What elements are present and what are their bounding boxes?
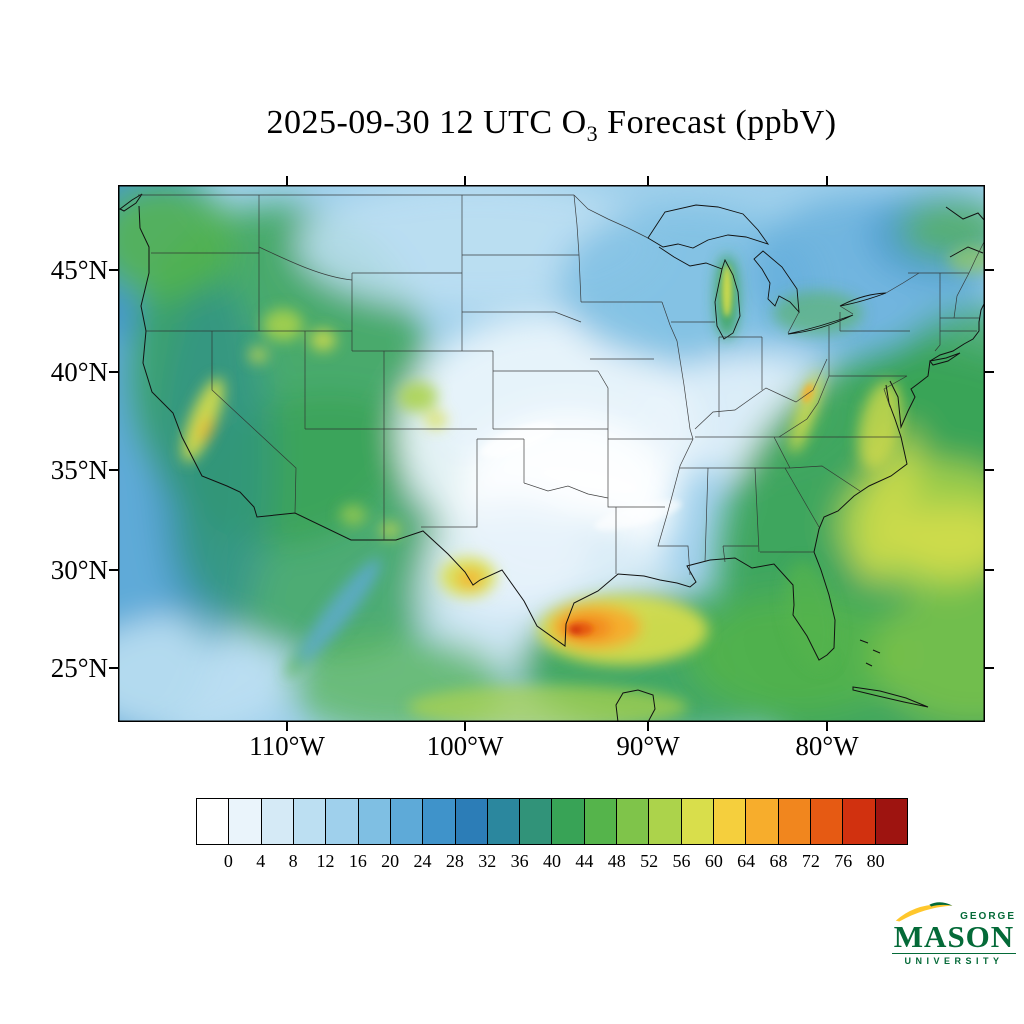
y-axis-tick-label: 30°N: [50, 555, 108, 585]
colorbar-tick-label: 76: [834, 851, 853, 871]
colorbar-color-box: [520, 799, 553, 844]
right-tick-mark: [985, 667, 994, 669]
great-lakes-outline: [647, 204, 887, 340]
colorbar-tick-label: 20: [381, 851, 400, 871]
colorbar-color-box: [326, 799, 359, 844]
colorbar-color-box: [778, 799, 811, 844]
colorbar-tick-label: 32: [478, 851, 497, 871]
left-tick-mark: [109, 371, 118, 373]
state-borders: [138, 194, 985, 576]
colorbar-color-box: [810, 799, 844, 844]
colorbar-tick-label: 72: [801, 851, 820, 871]
right-tick-mark: [985, 469, 994, 471]
left-tick-mark: [109, 469, 118, 471]
top-tick-mark: [647, 176, 649, 185]
colorbar-tick-label: 64: [737, 851, 756, 871]
colorbar-color-box: [197, 799, 230, 844]
colorbar-color-box: [875, 799, 907, 844]
colorbar-tick-label: 44: [575, 851, 594, 871]
bottom-tick-mark: [826, 722, 828, 731]
title-suffix: Forecast (ppbV): [598, 104, 837, 141]
colorbar-tick-label: 36: [510, 851, 529, 871]
left-tick-mark: [109, 569, 118, 571]
x-axis-tick-label: 100°W: [426, 731, 504, 761]
bottom-tick-mark: [286, 722, 288, 731]
x-axis-tick-label: 90°W: [616, 731, 680, 761]
right-tick-mark: [985, 371, 994, 373]
y-axis-tick-label: 40°N: [50, 357, 108, 387]
colorbar-tick-label: 48: [607, 851, 626, 871]
colorbar-color-box: [455, 799, 488, 844]
colorbar-tick-label: 80: [866, 851, 885, 871]
colorbar-tick-label: 0: [223, 851, 233, 871]
colorbar-color-box: [423, 799, 456, 844]
right-tick-mark: [985, 569, 994, 571]
top-tick-mark: [286, 176, 288, 185]
colorbar-tick-label: 68: [769, 851, 788, 871]
y-axis-tick-label: 35°N: [50, 455, 108, 485]
colorbar-tick-label: 8: [288, 851, 298, 871]
colorbar: [196, 798, 908, 845]
colorbar-tick-label: 4: [256, 851, 266, 871]
colorbar-tick-label: 52: [640, 851, 659, 871]
page-title: 2025-09-30 12 UTC O3 Forecast (ppbV): [118, 104, 985, 147]
colorbar-tick-label: 24: [413, 851, 432, 871]
gmu-logo: GEORGE MASON UNIVERSITY: [892, 896, 1016, 966]
colorbar-color-box: [261, 799, 294, 844]
colorbar-color-box: [681, 799, 714, 844]
logo-swoosh-icon: [895, 902, 953, 922]
ozone-contour-plot: [118, 185, 985, 722]
title-prefix: 2025-09-30 12 UTC O: [266, 104, 587, 141]
bottom-tick-mark: [464, 722, 466, 731]
left-tick-mark: [109, 667, 118, 669]
logo-mason-text: MASON: [893, 919, 1015, 954]
colorbar-color-box: [293, 799, 327, 844]
x-axis-tick-label: 110°W: [249, 731, 325, 761]
colorbar-tick-label: 40: [543, 851, 561, 871]
colorbar-tick-label: 16: [348, 851, 367, 871]
top-tick-mark: [826, 176, 828, 185]
logo-university-text: UNIVERSITY: [892, 953, 1016, 966]
colorbar-color-box: [649, 799, 682, 844]
colorbar-color-box: [714, 799, 747, 844]
colorbar-color-box: [746, 799, 779, 844]
colorbar-color-box: [617, 799, 650, 844]
left-tick-mark: [109, 269, 118, 271]
concentration-field: [118, 185, 985, 722]
colorbar-tick-label: 60: [704, 851, 723, 871]
top-tick-mark: [464, 176, 466, 185]
coastline: [119, 193, 985, 722]
colorbar-color-box: [584, 799, 618, 844]
colorbar-tick-label: 56: [672, 851, 691, 871]
colorbar-tick-label: 28: [445, 851, 464, 871]
colorbar-color-box: [229, 799, 262, 844]
logo-george-text: GEORGE: [960, 911, 1016, 922]
forecast-map: [118, 185, 985, 722]
right-tick-mark: [985, 269, 994, 271]
colorbar-color-box: [552, 799, 585, 844]
plot-frame: [118, 185, 985, 722]
title-subscript: 3: [586, 120, 599, 146]
y-axis-tick-label: 45°N: [50, 255, 108, 285]
colorbar-color-box: [390, 799, 424, 844]
colorbar-color-box: [487, 799, 521, 844]
y-axis-tick-label: 25°N: [50, 653, 108, 683]
colorbar-tick-label: 12: [316, 851, 335, 871]
colorbar-color-box: [358, 799, 391, 844]
bottom-tick-mark: [647, 722, 649, 731]
x-axis-tick-label: 80°W: [795, 731, 859, 761]
colorbar-color-box: [843, 799, 876, 844]
